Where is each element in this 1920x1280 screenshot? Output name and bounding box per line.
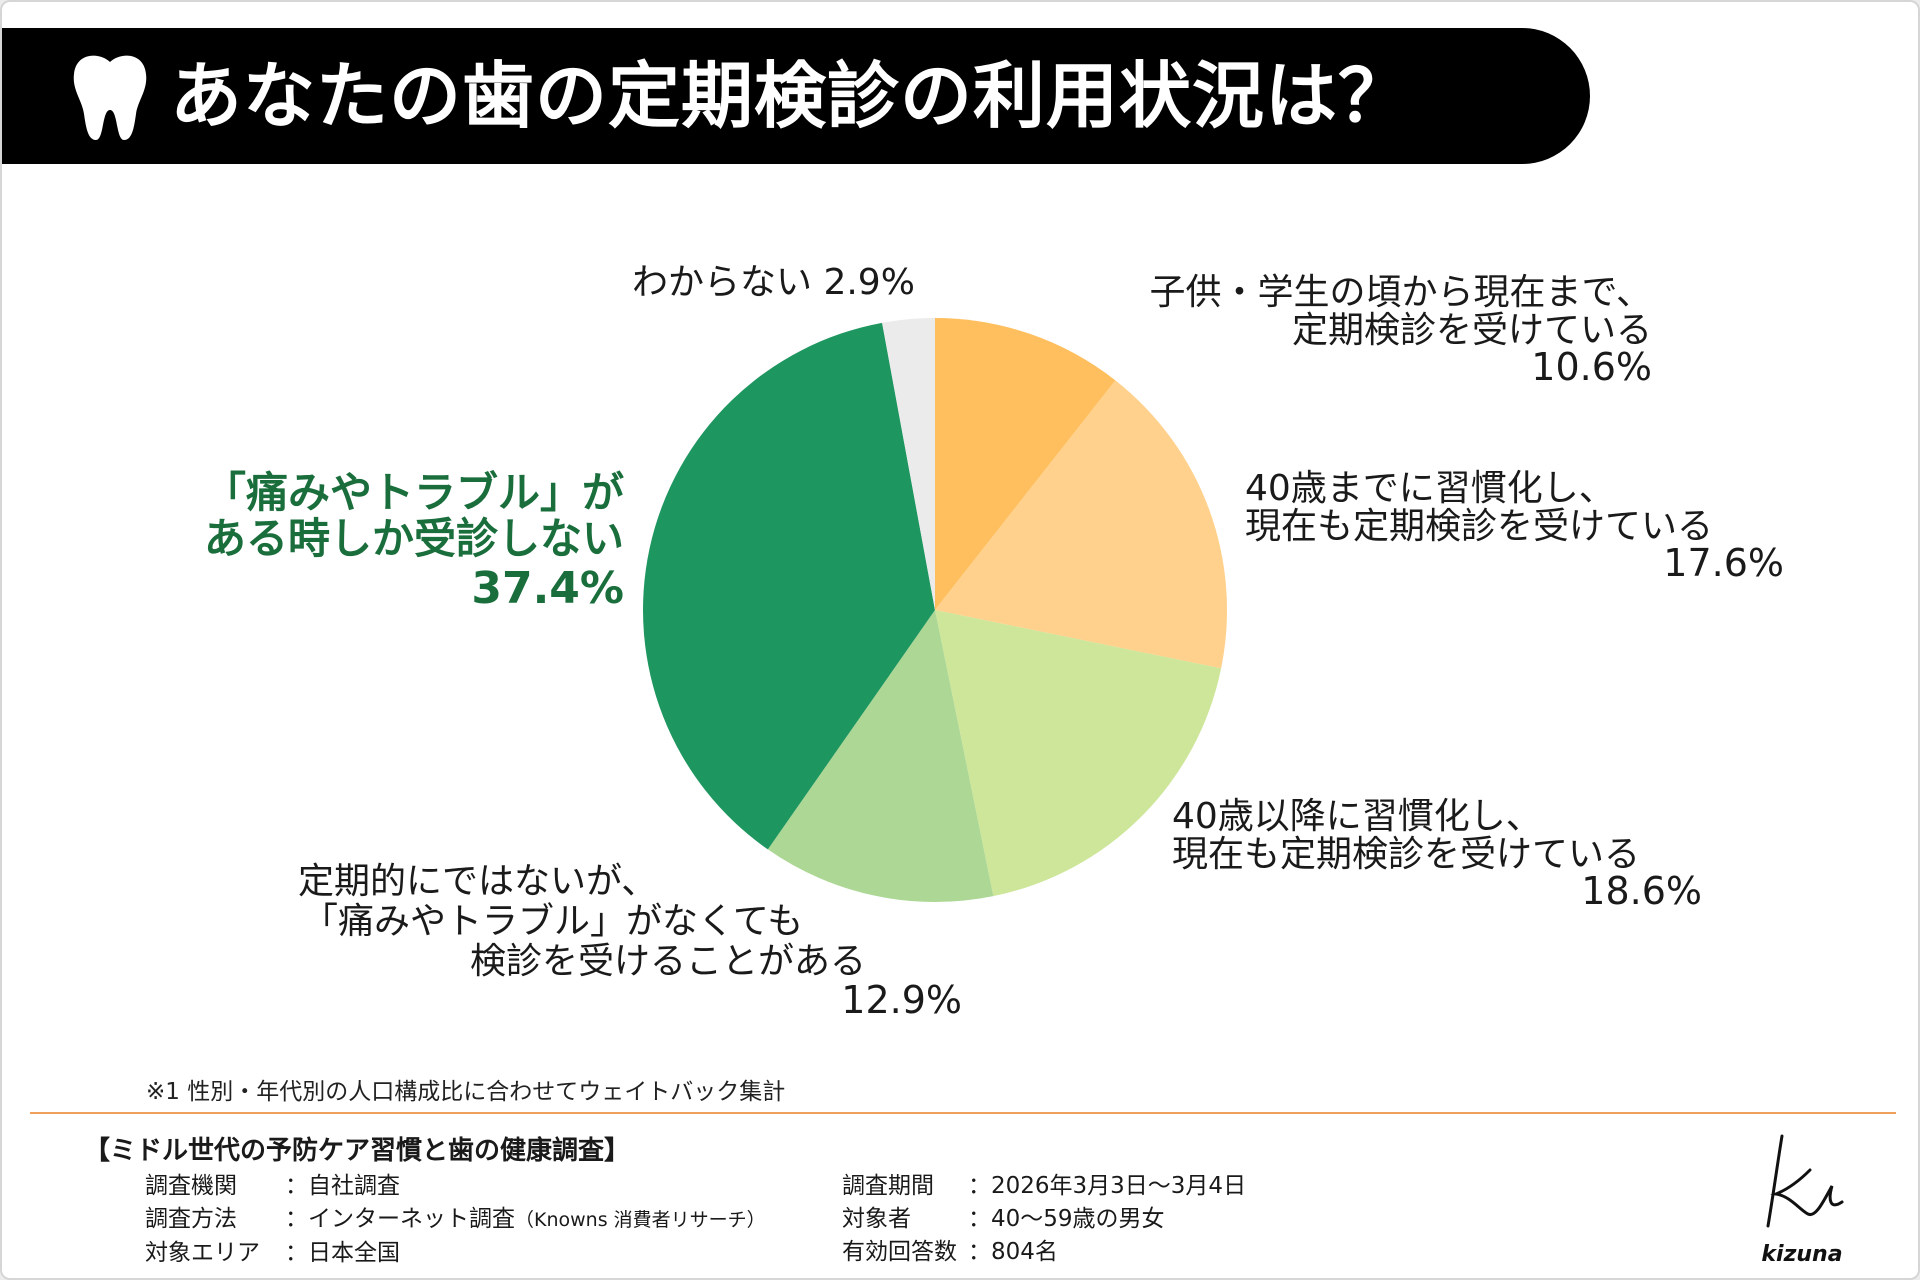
survey-info-row: 有効回答数 ：804名 xyxy=(842,1236,1246,1269)
survey-info-row: 調査機関 ：自社調査 xyxy=(145,1170,766,1203)
page-title: あなたの歯の定期検診の利用状況は？ xyxy=(170,54,1412,138)
slice-value-label: 12.9% xyxy=(841,978,962,1022)
slice-label-line: 検診を受けることがある xyxy=(470,941,866,982)
pie-slice xyxy=(935,318,1116,610)
survey-info-row: 対象エリア ：日本全国 xyxy=(145,1237,766,1270)
slice-label-line: 現在も定期検診を受けている xyxy=(1245,506,1713,547)
slice-label-line: わからない 2.9% xyxy=(632,262,915,303)
info-key: 調査方法 xyxy=(145,1206,237,1232)
footnote: ※1 性別・年代別の人口構成比に合わせてウェイトバック集計 xyxy=(146,1079,786,1105)
info-value: ：2026年3月3日～3月4日 xyxy=(968,1173,1247,1199)
slice-value-label: 10.6% xyxy=(1531,345,1652,389)
survey-info-row: 対象者 ：40～59歳の男女 xyxy=(842,1203,1246,1236)
slice-label-line: 現在も定期検診を受けている xyxy=(1172,834,1640,875)
slice-value-label: 37.4% xyxy=(471,563,624,614)
info-key: 調査機関 xyxy=(145,1173,237,1199)
survey-info-row: 調査期間 ：2026年3月3日～3月4日 xyxy=(842,1170,1246,1203)
slice-value-label: 18.6% xyxy=(1581,869,1702,913)
survey-info-row: 調査方法 ：インターネット調査（Knowns 消費者リサーチ） xyxy=(145,1203,766,1237)
pie-slice xyxy=(767,610,994,902)
divider xyxy=(30,1112,1896,1114)
info-key: 対象エリア xyxy=(145,1240,260,1266)
slice-label-line: 定期検診を受けている xyxy=(1292,310,1652,351)
info-key: 対象者 xyxy=(842,1206,911,1232)
info-value: ：40～59歳の男女 xyxy=(968,1206,1165,1232)
pie-slice xyxy=(882,318,935,610)
slice-label-line: ある時しか受診しない xyxy=(204,514,624,563)
pie-slice xyxy=(935,380,1227,669)
info-key: 調査期間 xyxy=(842,1173,934,1199)
survey-title: 【ミドル世代の予防ケア習慣と歯の健康調査】 xyxy=(84,1136,631,1166)
kizuna-signature-icon xyxy=(1766,1134,1844,1228)
info-value: ：日本全国 xyxy=(285,1240,400,1266)
slice-label-line: 40歳以降に習慣化し、 xyxy=(1172,796,1542,837)
slice-label-line: 子供・学生の頃から現在まで、 xyxy=(1149,272,1652,313)
title-bar: あなたの歯の定期検診の利用状況は？ xyxy=(2,28,1590,164)
info-value: ：自社調査 xyxy=(285,1173,400,1199)
info-value: ：インターネット調査 xyxy=(285,1206,515,1232)
pie-slice xyxy=(643,322,935,850)
slice-label-line: 定期的にではないが、 xyxy=(298,861,657,902)
slice-label-line: 「痛みやトラブル」が xyxy=(204,468,624,517)
slice-value-label: 17.6% xyxy=(1663,541,1784,585)
survey-info-right: 調査期間 ：2026年3月3日～3月4日 対象者 ：40～59歳の男女 有効回答数 ：… xyxy=(842,1170,1246,1269)
slice-label-line: 「痛みやトラブル」がなくても xyxy=(302,901,803,942)
survey-info-left: 調査機関 ：自社調査 調査方法 ：インターネット調査（Knowns 消費者リサーチ）… xyxy=(145,1170,766,1270)
slice-label-line: 40歳までに習慣化し、 xyxy=(1245,468,1615,509)
tooth-icon xyxy=(73,55,147,141)
info-note: （Knowns 消費者リサーチ） xyxy=(515,1209,766,1231)
info-key: 有効回答数 xyxy=(842,1239,957,1265)
info-value: ：804名 xyxy=(968,1239,1058,1265)
brand-logo-text: kizuna xyxy=(1761,1242,1843,1267)
pie-slice xyxy=(935,610,1222,897)
